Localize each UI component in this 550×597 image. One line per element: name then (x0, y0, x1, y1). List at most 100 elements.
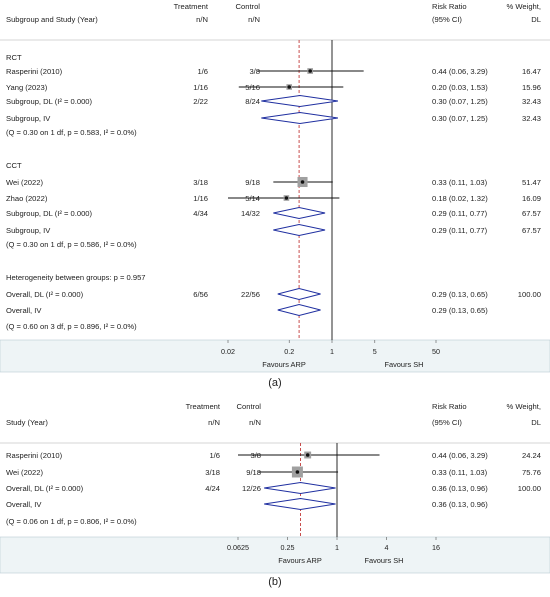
header-control: Control (237, 402, 262, 411)
axis-band (0, 339, 550, 373)
row-control: 9/18 (246, 468, 261, 477)
header-weight-sub: DL (531, 15, 541, 24)
row-treatment: 4/24 (205, 484, 220, 493)
forest-plot-a: Subgroup and Study (Year) Treatment n/N Con… (0, 2, 550, 389)
row-label: Subgroup, IV (6, 114, 51, 123)
header-control: Control (236, 2, 261, 11)
row-treatment: 4/34 (193, 209, 208, 218)
row-label: Subgroup, IV (6, 226, 51, 235)
header-effect-sub: (95% CI) (432, 418, 462, 427)
row-effect: 0.33 (0.11, 1.03) (432, 468, 488, 477)
point-estimate (305, 453, 310, 457)
row-effect: 0.18 (0.02, 1.32) (432, 194, 488, 203)
row-control: 14/32 (241, 209, 260, 218)
row-effect: 0.29 (0.13, 0.65) (432, 290, 488, 299)
row-label: Overall, IV (6, 500, 42, 509)
row-weight: 67.57 (522, 209, 541, 218)
row-treatment: 3/18 (193, 178, 208, 187)
panel-label: (b) (268, 576, 281, 588)
row-label: (Q = 0.60 on 3 df, p = 0.896, I² = 0.0%) (6, 322, 137, 331)
row-label: (Q = 0.30 on 1 df, p = 0.586, I² = 0.0%) (6, 240, 137, 249)
row-label: Rasperini (2010) (6, 67, 63, 76)
row-label: (Q = 0.06 on 1 df, p = 0.806, I² = 0.0%) (6, 517, 137, 526)
header-effect-sub: (95% CI) (432, 15, 462, 24)
row-label: Overall, DL (I² = 0.000) (6, 290, 84, 299)
row-weight: 32.43 (522, 114, 541, 123)
header-treatment-sub: n/N (208, 418, 220, 427)
pooled-diamond (261, 94, 339, 108)
row-effect: 0.29 (0.11, 0.77) (432, 226, 488, 235)
x-tick-label: 50 (432, 347, 440, 356)
header-weight-sub: DL (531, 418, 541, 427)
row-weight: 15.96 (522, 83, 541, 92)
row-weight: 100.00 (518, 290, 541, 299)
row-effect: 0.20 (0.03, 1.53) (432, 83, 488, 92)
point-estimate (308, 69, 312, 73)
x-tick-label: 4 (385, 543, 389, 552)
row-control: 5/14 (245, 194, 260, 203)
row-effect: 0.29 (0.13, 0.65) (432, 306, 488, 315)
x-tick-label: 1 (330, 347, 334, 356)
x-tick-label: 5 (373, 347, 377, 356)
header-effect: Risk Ratio (432, 402, 467, 411)
pooled-diamond (277, 287, 321, 301)
x-tick-label: 0.25 (281, 543, 295, 552)
row-weight: 100.00 (518, 484, 541, 493)
point-estimate (295, 470, 300, 474)
header-treatment: Treatment (186, 402, 221, 411)
row-weight: 24.24 (522, 451, 541, 460)
row-effect: 0.36 (0.13, 0.96) (432, 500, 488, 509)
row-label: Zhao (2022) (6, 194, 48, 203)
row-label: Wei (2022) (6, 468, 43, 477)
row-label: Subgroup, DL (I² = 0.000) (6, 209, 93, 218)
x-tick-label: 16 (432, 543, 440, 552)
row-weight: 75.76 (522, 468, 541, 477)
row-control: 3/8 (249, 67, 260, 76)
row-label: Wei (2022) (6, 178, 43, 187)
x-tick-label: 1 (335, 543, 339, 552)
favours-right-label: Favours SH (364, 556, 403, 565)
x-tick-label: 0.0625 (227, 543, 249, 552)
row-effect: 0.33 (0.11, 1.03) (432, 178, 488, 187)
row-label: Rasperini (2010) (6, 451, 63, 460)
row-treatment: 1/6 (209, 451, 220, 460)
axis-band (0, 536, 550, 574)
row-control: 8/24 (245, 97, 260, 106)
row-weight: 16.09 (522, 194, 541, 203)
row-effect: 0.30 (0.07, 1.25) (432, 114, 488, 123)
row-weight: 67.57 (522, 226, 541, 235)
row-label: CCT (6, 161, 22, 170)
row-treatment: 1/6 (197, 67, 208, 76)
header-study: Study (Year) (6, 418, 48, 427)
header-treatment-sub: n/N (196, 15, 208, 24)
row-control: 22/56 (241, 290, 260, 299)
panel-label: (a) (268, 377, 281, 389)
header-weight: % Weight, (507, 2, 541, 11)
row-treatment: 3/18 (205, 468, 220, 477)
x-tick-label: 0.02 (221, 347, 235, 356)
row-effect: 0.44 (0.06, 3.29) (432, 451, 488, 460)
favours-left-label: Favours ARP (262, 360, 306, 369)
favours-right-label: Favours SH (384, 360, 423, 369)
row-treatment: 1/16 (193, 83, 208, 92)
row-label: (Q = 0.30 on 1 df, p = 0.583, I² = 0.0%) (6, 128, 137, 137)
row-control: 12/26 (242, 484, 261, 493)
pooled-diamond (273, 206, 326, 220)
row-weight: 16.47 (522, 67, 541, 76)
header-study: Subgroup and Study (Year) (6, 15, 98, 24)
row-label: RCT (6, 53, 22, 62)
row-effect: 0.44 (0.06, 3.29) (432, 67, 488, 76)
row-effect: 0.30 (0.07, 1.25) (432, 97, 488, 106)
row-control: 3/8 (250, 451, 261, 460)
row-treatment: 1/16 (193, 194, 208, 203)
row-weight: 32.43 (522, 97, 541, 106)
header-control-sub: n/N (249, 418, 261, 427)
row-label: Overall, DL (I² = 0.000) (6, 484, 84, 493)
row-label: Heterogeneity between groups: p = 0.957 (6, 273, 146, 282)
row-label: Overall, IV (6, 306, 42, 315)
row-effect: 0.29 (0.11, 0.77) (432, 209, 488, 218)
pooled-diamond (277, 303, 321, 317)
point-estimate (300, 180, 305, 184)
